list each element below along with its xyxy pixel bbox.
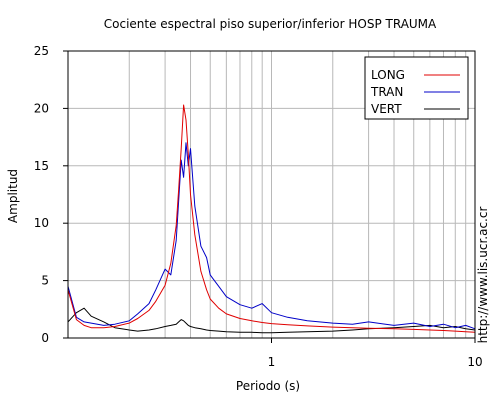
x-axis-ticks: 1 10 [268,338,483,369]
legend-label-vert: VERT [371,102,402,116]
y-tick-label: 10 [34,216,49,230]
y-tick-label: 20 [34,101,49,115]
series-lines [67,104,476,334]
x-tick-label: 1 [268,355,276,369]
y-axis-label: Amplitud [6,169,20,223]
side-note: http://www.lis.ucr.ac.cr [476,207,490,344]
y-axis-ticks: 0 5 10 15 20 25 [34,44,68,345]
grid [68,51,475,338]
legend: LONG TRAN VERT [364,56,469,120]
y-tick-label: 15 [34,159,49,173]
series-line-tran [67,142,476,330]
x-axis-label: Periodo (s) [236,379,300,393]
y-tick-label: 0 [41,331,49,345]
y-tick-label: 25 [34,44,49,58]
legend-label-tran: TRAN [370,85,403,99]
legend-label-long: LONG [371,68,405,82]
x-tick-label: 10 [467,355,482,369]
chart-title: Cociente espectral piso superior/inferio… [104,17,437,31]
y-tick-label: 5 [41,274,49,288]
series-line-long [67,104,476,333]
